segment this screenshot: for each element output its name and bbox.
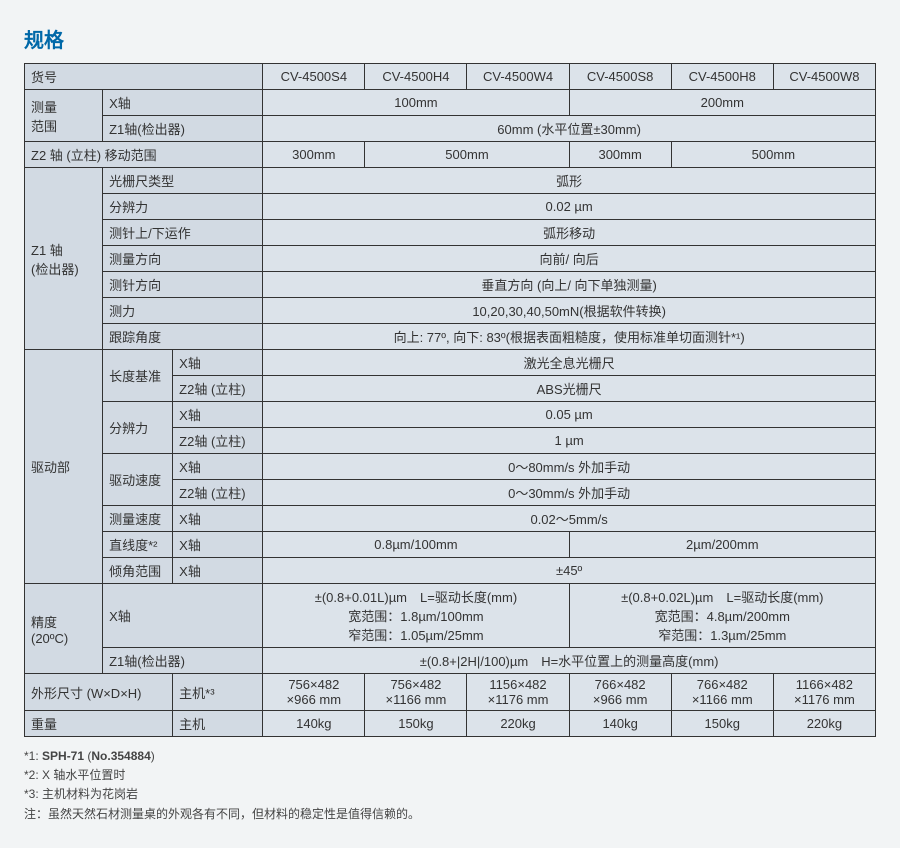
cell: 1156×482 ×1176 mm (467, 674, 569, 711)
meas-range-group: 测量 范围 (25, 90, 103, 142)
cell: ±(0.8+|2H|/100)µm H=水平位置上的测量高度(mm) (263, 648, 876, 674)
model-col: CV-4500H4 (365, 64, 467, 90)
cell: 0～80mm/s 外加手动 (263, 454, 876, 480)
note-2: *2: X 轴水平位置时 (24, 766, 876, 785)
z1-type-label: 光栅尺类型 (103, 168, 263, 194)
cell: 0.02 µm (263, 194, 876, 220)
model-col: CV-4500W4 (467, 64, 569, 90)
cell: 弧形移动 (263, 220, 876, 246)
cell: 140kg (263, 711, 365, 737)
z2-range-label: Z2 轴 (立柱) 移动范围 (25, 142, 263, 168)
footnotes: *1: SPH-71 (No.354884) *2: X 轴水平位置时 *3: … (24, 747, 876, 824)
model-col: CV-4500S4 (263, 64, 365, 90)
res2-label: 分辨力 (103, 402, 173, 454)
cell: 500mm (671, 142, 875, 168)
acc-z1-label: Z1轴(检出器) (103, 648, 263, 674)
z2-col-label: Z2轴 (立柱) (173, 428, 263, 454)
cell: 756×482 ×966 mm (263, 674, 365, 711)
cell: 500mm (365, 142, 569, 168)
cell: 向前/ 向后 (263, 246, 876, 272)
straight-label: 直线度*² (103, 532, 173, 558)
x-axis-label: X轴 (173, 402, 263, 428)
cell: 756×482 ×1166 mm (365, 674, 467, 711)
cell: 220kg (467, 711, 569, 737)
header-label: 货号 (25, 64, 263, 90)
model-col: CV-4500W8 (773, 64, 875, 90)
note-1: *1: SPH-71 (No.354884) (24, 747, 876, 766)
meas-speed-label: 测量速度 (103, 506, 173, 532)
cell: 766×482 ×966 mm (569, 674, 671, 711)
note-3: *3: 主机材料为花岗岩 (24, 785, 876, 804)
cell: 激光全息光栅尺 (263, 350, 876, 376)
z1-move-label: 测针上/下运作 (103, 220, 263, 246)
cell: ABS光栅尺 (263, 376, 876, 402)
cell: 100mm (263, 90, 569, 116)
z2-col-label: Z2轴 (立柱) (173, 480, 263, 506)
weight-label: 重量 (25, 711, 173, 737)
cell: ±45º (263, 558, 876, 584)
tilt-label: 倾角范围 (103, 558, 173, 584)
cell: 2µm/200mm (569, 532, 875, 558)
x-axis-label: X轴 (173, 532, 263, 558)
cell: ±(0.8+0.02L)µm L=驱动长度(mm) 宽范围：4.8µm/200m… (569, 584, 875, 648)
cell: 1166×482 ×1176 mm (773, 674, 875, 711)
z1-group: Z1 轴 (检出器) (25, 168, 103, 350)
z1-detector-label: Z1轴(检出器) (103, 116, 263, 142)
cell: 300mm (263, 142, 365, 168)
cell: 150kg (671, 711, 773, 737)
cell: 1 µm (263, 428, 876, 454)
cell: 150kg (365, 711, 467, 737)
page-title: 规格 (24, 24, 876, 53)
cell: 0～30mm/s 外加手动 (263, 480, 876, 506)
model-col: CV-4500H8 (671, 64, 773, 90)
drive-group: 驱动部 (25, 350, 103, 584)
x-axis-label: X轴 (173, 558, 263, 584)
x-axis-label: X轴 (103, 584, 263, 648)
cell: 10,20,30,40,50mN(根据软件转换) (263, 298, 876, 324)
note-4: 注：虽然天然石材测量桌的外观各有不同，但材料的稳定性是值得信赖的。 (24, 805, 876, 824)
x-axis-label: X轴 (103, 90, 263, 116)
cell: 弧形 (263, 168, 876, 194)
cell: 0.8µm/100mm (263, 532, 569, 558)
x-axis-label: X轴 (173, 454, 263, 480)
main-label: 主机*³ (173, 674, 263, 711)
x-axis-label: X轴 (173, 506, 263, 532)
spec-table: 货号 CV-4500S4 CV-4500H4 CV-4500W4 CV-4500… (24, 63, 876, 737)
acc-group: 精度 (20ºC) (25, 584, 103, 674)
cell: 140kg (569, 711, 671, 737)
cell: 0.02～5mm/s (263, 506, 876, 532)
z2-col-label: Z2轴 (立柱) (173, 376, 263, 402)
drive-speed-label: 驱动速度 (103, 454, 173, 506)
dim-label: 外形尺寸 (W×D×H) (25, 674, 173, 711)
z1-probe-label: 测针方向 (103, 272, 263, 298)
cell: ±(0.8+0.01L)µm L=驱动长度(mm) 宽范围：1.8µm/100m… (263, 584, 569, 648)
cell: 220kg (773, 711, 875, 737)
len-ref-label: 长度基准 (103, 350, 173, 402)
model-col: CV-4500S8 (569, 64, 671, 90)
x-axis-label: X轴 (173, 350, 263, 376)
cell: 766×482 ×1166 mm (671, 674, 773, 711)
cell: 垂直方向 (向上/ 向下单独测量) (263, 272, 876, 298)
cell: 200mm (569, 90, 875, 116)
z1-force-label: 测力 (103, 298, 263, 324)
cell: 300mm (569, 142, 671, 168)
cell: 60mm (水平位置±30mm) (263, 116, 876, 142)
cell: 向上: 77º, 向下: 83º(根据表面粗糙度，使用标准单切面测针*¹) (263, 324, 876, 350)
cell: 0.05 µm (263, 402, 876, 428)
z1-dir-label: 测量方向 (103, 246, 263, 272)
z1-res-label: 分辨力 (103, 194, 263, 220)
z1-track-label: 跟踪角度 (103, 324, 263, 350)
weight-sub-label: 主机 (173, 711, 263, 737)
